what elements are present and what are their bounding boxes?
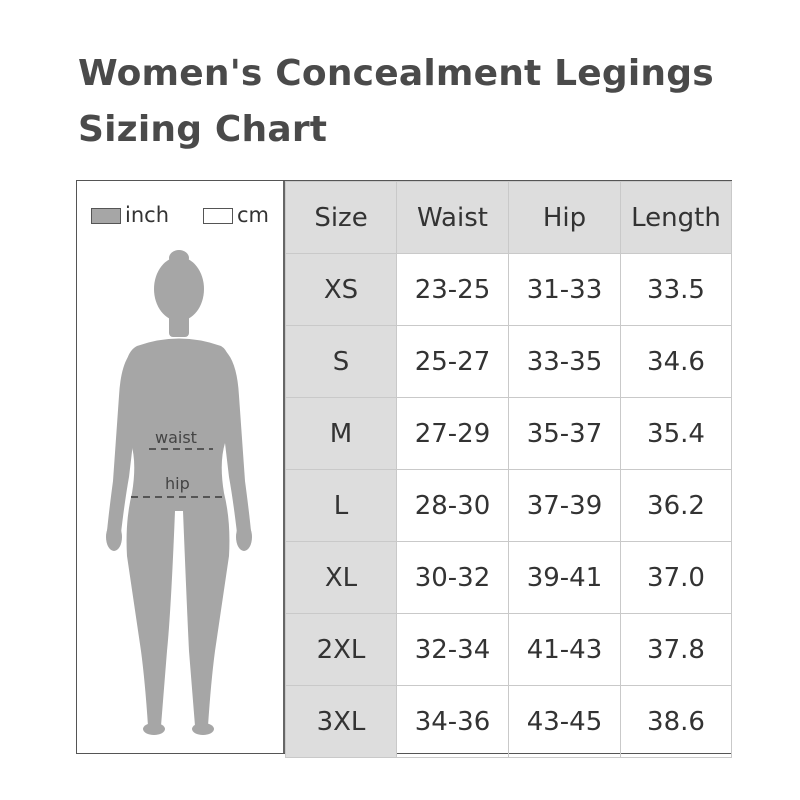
size-cell: L <box>285 469 397 542</box>
inch-swatch <box>91 208 121 224</box>
length-cell: 35.4 <box>620 397 732 470</box>
waist-label: waist <box>155 428 197 447</box>
sizing-chart-frame: waist hip inch cm Size Waist Hip Length <box>76 180 732 758</box>
hip-cell: 31-33 <box>508 253 621 326</box>
size-table: Size Waist Hip Length XS 23-25 31-33 33.… <box>285 181 732 758</box>
female-silhouette-icon: waist hip <box>106 250 252 735</box>
legend-cm-label: cm <box>237 203 270 227</box>
length-cell: 38.6 <box>620 685 732 758</box>
figure-panel: waist hip inch cm <box>77 181 285 753</box>
table-row: XL 30-32 39-41 37.0 <box>285 541 732 614</box>
title-line-1: Women's Concealment Legings <box>78 53 714 94</box>
hip-cell: 41-43 <box>508 613 621 686</box>
waist-cell: 32-34 <box>396 613 509 686</box>
length-cell: 34.6 <box>620 325 732 398</box>
cm-swatch <box>203 208 233 224</box>
hip-cell: 33-35 <box>508 325 621 398</box>
hip-cell: 37-39 <box>508 469 621 542</box>
title-line-2: Sizing Chart <box>78 109 328 150</box>
waist-cell: 28-30 <box>396 469 509 542</box>
legend-inch-label: inch <box>125 203 169 227</box>
table-row: 3XL 34-36 43-45 38.6 <box>285 685 732 758</box>
header-length: Length <box>620 181 732 254</box>
waist-cell: 30-32 <box>396 541 509 614</box>
hip-cell: 39-41 <box>508 541 621 614</box>
header-hip: Hip <box>508 181 621 254</box>
length-cell: 37.8 <box>620 613 732 686</box>
legend-cm: cm <box>203 203 269 227</box>
waist-cell: 23-25 <box>396 253 509 326</box>
table-row: M 27-29 35-37 35.4 <box>285 397 732 470</box>
hip-cell: 35-37 <box>508 397 621 470</box>
waist-cell: 27-29 <box>396 397 509 470</box>
size-cell: XS <box>285 253 397 326</box>
hip-label: hip <box>165 474 190 493</box>
length-cell: 33.5 <box>620 253 732 326</box>
size-cell: S <box>285 325 397 398</box>
size-cell: M <box>285 397 397 470</box>
table-row: S 25-27 33-35 34.6 <box>285 325 732 398</box>
table-row: L 28-30 37-39 36.2 <box>285 469 732 542</box>
waist-cell: 25-27 <box>396 325 509 398</box>
header-size: Size <box>285 181 397 254</box>
table-row: 2XL 32-34 41-43 37.8 <box>285 613 732 686</box>
waist-cell: 34-36 <box>396 685 509 758</box>
length-cell: 37.0 <box>620 541 732 614</box>
size-cell: XL <box>285 541 397 614</box>
size-cell: 2XL <box>285 613 397 686</box>
length-cell: 36.2 <box>620 469 732 542</box>
hip-cell: 43-45 <box>508 685 621 758</box>
table-row: XS 23-25 31-33 33.5 <box>285 253 732 326</box>
body-figure: waist hip <box>77 181 285 753</box>
table-header-row: Size Waist Hip Length <box>285 181 732 254</box>
header-waist: Waist <box>396 181 509 254</box>
page-title: Women's Concealment Legings Sizing Chart <box>78 46 778 158</box>
size-cell: 3XL <box>285 685 397 758</box>
legend-inch: inch <box>91 203 169 227</box>
